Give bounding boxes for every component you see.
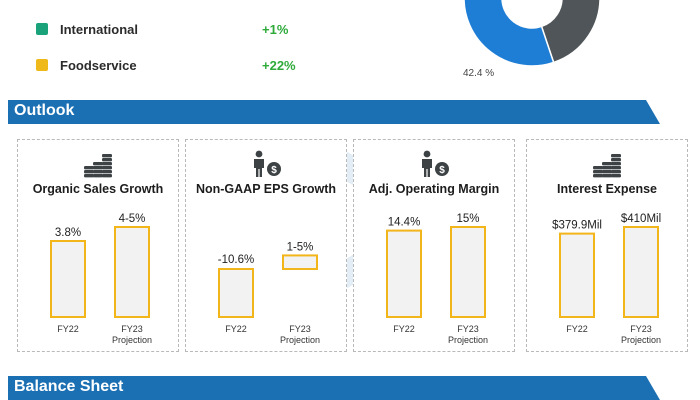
- segment-row-international: International +1%: [36, 18, 288, 40]
- segment-swatch: [36, 23, 48, 35]
- outlook-panel-operating-margin: $ Adj. Operating Margin 14.4% 15% FY22 FY23…: [353, 139, 515, 352]
- person-money-icon: $: [354, 150, 514, 178]
- banner-shape: [8, 100, 660, 124]
- bar: [282, 254, 318, 270]
- outlook-banner: Outlook: [8, 100, 660, 124]
- balance-sheet-banner: Balance Sheet: [8, 376, 660, 400]
- outlook-panel-eps-growth: $ Non-GAAP EPS Growth -10.6% 1-5% FY22 FY23…: [185, 139, 347, 352]
- panel-title: Interest Expense: [556, 182, 658, 196]
- outlook-panel-organic-sales: Organic Sales Growth 3.8% 4-5% FY22 FY23 Pro…: [17, 139, 179, 352]
- category-label: Projection: [112, 335, 152, 345]
- panel-title: Non-GAAP EPS Growth: [195, 182, 337, 196]
- segment-value: +1%: [262, 21, 289, 37]
- outlook-panel-interest-expense: Interest Expense $379.9Mil $410Mil FY22 FY2…: [526, 139, 688, 352]
- person-money-icon: $: [186, 150, 346, 178]
- category-label: FY22: [393, 324, 415, 334]
- svg-text:$: $: [271, 165, 277, 176]
- category-label: Projection: [621, 335, 661, 345]
- bar-value-label: 14.4%: [388, 217, 421, 229]
- coins-icon: [527, 150, 687, 178]
- bar: [450, 226, 486, 318]
- category-label: FY23: [121, 324, 143, 334]
- bar: [386, 229, 422, 318]
- section-title-outlook: Outlook: [14, 102, 75, 119]
- bar: [218, 268, 254, 318]
- panel-title: Adj. Operating Margin: [368, 182, 500, 196]
- segment-row-foodservice: Foodservice +22%: [36, 54, 296, 76]
- bar-value-label: $379.9Mil: [552, 220, 602, 232]
- segment-swatch: [36, 59, 48, 71]
- bar: [114, 226, 150, 318]
- bar: [559, 232, 595, 318]
- category-label: Projection: [448, 335, 488, 345]
- category-label: FY22: [225, 324, 247, 334]
- category-label: FY23: [289, 324, 311, 334]
- donut-slice-blue: [463, 0, 555, 67]
- bar-value-label: 3.8%: [55, 227, 81, 239]
- section-title-balance-sheet: Balance Sheet: [14, 378, 124, 395]
- bar: [623, 226, 659, 318]
- bar-value-label: $410Mil: [621, 213, 661, 225]
- bar-value-label: 15%: [456, 213, 479, 225]
- category-label: FY23: [630, 324, 652, 334]
- category-label: FY22: [566, 324, 588, 334]
- category-label: FY22: [57, 324, 79, 334]
- coins-icon: [18, 150, 178, 178]
- panel-title: Organic Sales Growth: [32, 182, 164, 196]
- bar-value-label: 4-5%: [119, 213, 146, 225]
- segment-label: Foodservice: [60, 57, 137, 73]
- segment-value: +22%: [262, 57, 296, 73]
- segment-label: International: [60, 21, 139, 37]
- donut-slice-label: 42.4 %: [463, 68, 495, 79]
- bar-value-label: -10.6%: [218, 254, 254, 266]
- donut-slice-dark: [540, 0, 601, 64]
- category-label: FY23: [457, 324, 479, 334]
- bar-value-label: 1-5%: [287, 241, 314, 253]
- banner-shape: [8, 376, 660, 400]
- category-label: Projection: [280, 335, 320, 345]
- segment-donut-chart: [463, 0, 601, 67]
- svg-text:$: $: [439, 165, 445, 176]
- bar: [50, 240, 86, 318]
